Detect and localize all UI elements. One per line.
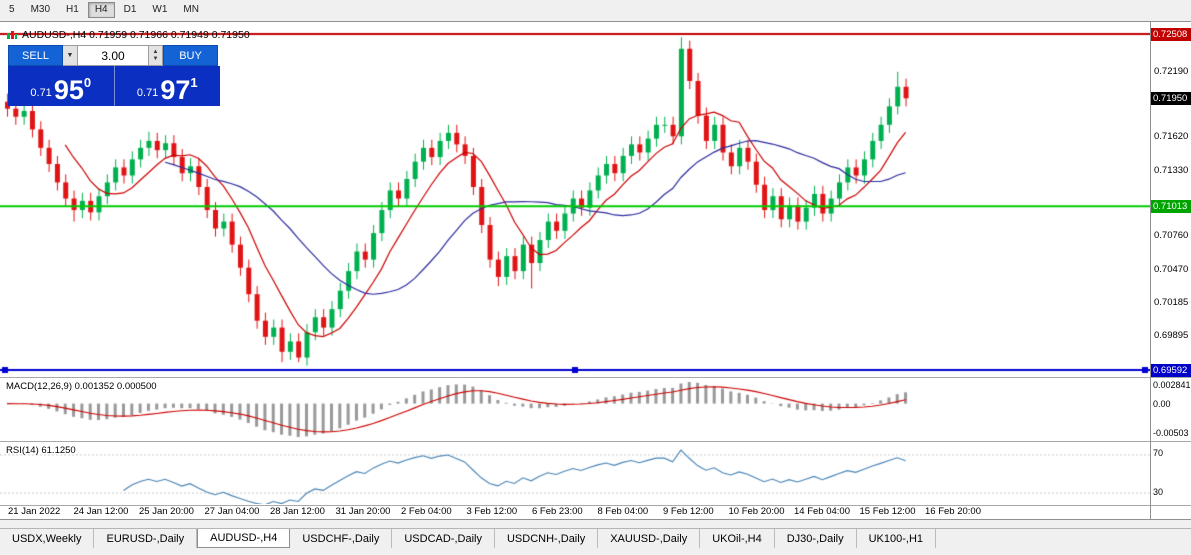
time-axis-separator bbox=[0, 505, 1191, 506]
time-tick-label: 31 Jan 20:00 bbox=[335, 506, 391, 517]
macd-indicator-canvas[interactable] bbox=[0, 379, 1150, 440]
price-axis-divider bbox=[1150, 22, 1151, 519]
bid-ask-panel: 0.71 95 0 0.71 97 1 bbox=[8, 66, 220, 106]
price-tick-label: 0.70185 bbox=[1154, 296, 1189, 308]
period-button-m30[interactable]: M30 bbox=[24, 2, 57, 18]
chart-tab-bar: USDX,Weekly EURUSD-,Daily AUDUSD-,H4 USDCHF… bbox=[0, 529, 1191, 548]
chart-window-bottom-border bbox=[0, 519, 1191, 520]
chart-title: AUDUSD-,H4 0.71959 0.71966 0.71949 0.719… bbox=[6, 29, 250, 41]
chart-icon bbox=[7, 30, 17, 39]
time-tick-label: 3 Feb 12:00 bbox=[466, 506, 518, 517]
sell-price-big: 95 bbox=[53, 75, 84, 106]
time-tick-label: 27 Jan 04:00 bbox=[204, 506, 260, 517]
period-button-5[interactable]: 5 bbox=[2, 2, 22, 18]
volume-input[interactable] bbox=[78, 45, 149, 66]
time-tick-label: 24 Jan 12:00 bbox=[73, 506, 129, 517]
chart-tab-eurusd-daily[interactable]: EURUSD-,Daily bbox=[94, 529, 198, 548]
time-tick-label: 21 Jan 2022 bbox=[8, 506, 61, 517]
period-button-d1[interactable]: D1 bbox=[117, 2, 144, 18]
chart-tab-uk100-h1[interactable]: UK100-,H1 bbox=[857, 529, 937, 548]
price-tick-label: 0.71330 bbox=[1154, 164, 1189, 176]
spinner-down-icon[interactable]: ▼ bbox=[152, 55, 159, 62]
period-button-h4[interactable]: H4 bbox=[87, 2, 115, 18]
buy-price-sup: 1 bbox=[190, 75, 198, 90]
chart-tab-audusd-h4[interactable]: AUDUSD-,H4 bbox=[197, 529, 291, 548]
price-tick-label: 0.69895 bbox=[1154, 330, 1189, 342]
price-tick-label: 0.71620 bbox=[1154, 131, 1189, 143]
macd-label: MACD(12,26,9) 0.001352 0.000500 bbox=[6, 381, 157, 392]
rsi-indicator-canvas[interactable] bbox=[0, 443, 1150, 504]
price-tick-label: 0.72190 bbox=[1154, 65, 1189, 77]
time-tick-label: 8 Feb 04:00 bbox=[597, 506, 649, 517]
chevron-down-icon: ▼ bbox=[66, 52, 74, 59]
time-tick-label: 6 Feb 23:00 bbox=[532, 506, 583, 517]
chart-tab-dj30-daily[interactable]: DJ30-,Daily bbox=[775, 529, 857, 548]
sell-price-sup: 0 bbox=[83, 75, 92, 90]
rsi-panel-separator[interactable] bbox=[0, 441, 1191, 442]
sell-price[interactable]: 0.71 95 0 bbox=[8, 66, 114, 106]
price-tick-label: 0.70470 bbox=[1154, 263, 1189, 275]
period-button-w1[interactable]: W1 bbox=[145, 2, 174, 18]
macd-panel-separator[interactable] bbox=[0, 377, 1191, 378]
time-tick-label: 28 Jan 12:00 bbox=[270, 506, 325, 517]
chart-tab-usdcad-daily[interactable]: USDCAD-,Daily bbox=[392, 529, 495, 548]
sell-button[interactable]: SELL bbox=[8, 45, 63, 66]
volume-spinner[interactable]: ▲ ▼ bbox=[149, 45, 163, 66]
rsi-level-30: 30 bbox=[1153, 486, 1164, 497]
rsi-level-70: 70 bbox=[1153, 448, 1164, 459]
resistance-price-tag: 0.72508 bbox=[1151, 27, 1191, 41]
trade-controls-row: SELL ▼ ▲ ▼ BUY bbox=[8, 45, 220, 66]
macd-scale-top: 0.002841 bbox=[1153, 380, 1191, 390]
time-tick-label: 10 Feb 20:00 bbox=[728, 506, 785, 517]
chart-tab-usdcnh-daily[interactable]: USDCNH-,Daily bbox=[495, 529, 599, 548]
timeframe-toolbar: 5 M30 H1 H4 D1 W1 MN bbox=[0, 0, 1191, 20]
current-price-tag: 0.71950 bbox=[1151, 92, 1191, 106]
macd-scale-zero: 0.00 bbox=[1153, 398, 1171, 409]
time-axis[interactable]: 21 Jan 2022 24 Jan 12:00 25 Jan 20:00 27 Ja… bbox=[0, 506, 1150, 520]
time-tick-label: 16 Feb 20:00 bbox=[925, 506, 981, 517]
chart-tab-ukoil-h4[interactable]: UKOil-,H4 bbox=[700, 529, 775, 548]
chart-tab-xauusd-daily[interactable]: XAUUSD-,Daily bbox=[598, 529, 701, 548]
chart-tab-usdchf-daily[interactable]: USDCHF-,Daily bbox=[290, 529, 393, 548]
spinner-up-icon[interactable]: ▲ bbox=[152, 48, 159, 55]
tab-bar-top-border bbox=[0, 528, 1191, 529]
buy-price-prefix: 0.71 bbox=[136, 87, 159, 99]
period-button-mn[interactable]: MN bbox=[176, 2, 206, 18]
buy-price-big: 97 bbox=[160, 75, 191, 106]
order-type-dropdown[interactable]: ▼ bbox=[63, 45, 78, 66]
rsi-label: RSI(14) 61.1250 bbox=[6, 445, 76, 456]
time-tick-label: 14 Feb 04:00 bbox=[794, 506, 850, 517]
support-price-tag: 0.71013 bbox=[1151, 200, 1191, 214]
chart-tab-usdx-weekly[interactable]: USDX,Weekly bbox=[0, 529, 95, 548]
time-tick-label: 2 Feb 04:00 bbox=[401, 506, 452, 517]
sell-price-prefix: 0.71 bbox=[30, 87, 52, 99]
price-axis[interactable]: 0.72190 0.71620 0.71330 0.70760 0.70470 0.701… bbox=[1151, 0, 1191, 555]
price-tick-label: 0.70760 bbox=[1154, 230, 1189, 242]
one-click-trading-widget: SELL ▼ ▲ ▼ BUY 0.71 95 0 0.71 97 1 bbox=[8, 45, 220, 106]
time-tick-label: 15 Feb 12:00 bbox=[859, 506, 916, 517]
blue-line-price-tag: 0.69592 bbox=[1151, 364, 1191, 377]
time-tick-label: 25 Jan 20:00 bbox=[139, 506, 194, 517]
chart-title-text: AUDUSD-,H4 0.71959 0.71966 0.71949 0.719… bbox=[22, 29, 250, 41]
chart-window-top-border bbox=[0, 21, 1191, 22]
period-button-h1[interactable]: H1 bbox=[59, 2, 86, 18]
time-tick-label: 9 Feb 12:00 bbox=[663, 506, 714, 517]
macd-scale-bottom: -0.00503 bbox=[1153, 428, 1189, 438]
buy-button[interactable]: BUY bbox=[163, 45, 218, 66]
buy-price[interactable]: 0.71 97 1 bbox=[113, 66, 221, 106]
